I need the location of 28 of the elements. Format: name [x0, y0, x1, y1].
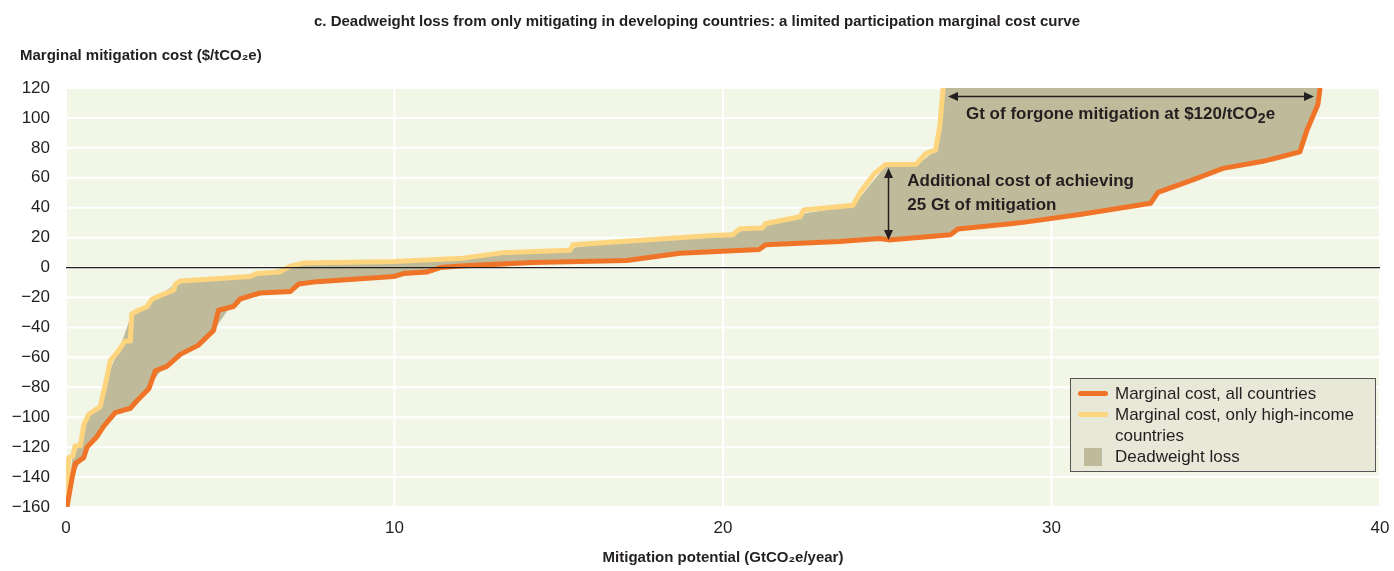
y-tick-label: 80: [31, 137, 50, 157]
y-tick-label: −100: [11, 406, 50, 426]
y-tick-label: −140: [11, 466, 50, 486]
x-tick-label: 20: [713, 517, 733, 537]
y-tick-label: 40: [31, 197, 50, 217]
x-tick-label: 0: [61, 517, 71, 537]
annotation: Gt of forgone mitigation at $120/tCO$_{2}$e: [966, 103, 1276, 129]
y-tick-label: −120: [11, 436, 50, 456]
y-tick-label: −40: [21, 317, 50, 337]
y-tick-label: 60: [31, 167, 50, 187]
y-tick-label: −160: [11, 496, 50, 516]
legend-label: Marginal cost, all countries: [1115, 383, 1317, 404]
y-tick-label: 100: [21, 107, 50, 127]
x-tick-label: 40: [1370, 517, 1390, 537]
y-axis-title: Marginal mitigation cost ($/tCO₂e): [20, 46, 262, 63]
legend-label: Marginal cost, only high-income countries: [1115, 404, 1356, 446]
annotation: Additional cost of achieving 25 Gt of mitigation: [907, 169, 1135, 216]
chart-title: c. Deadweight loss from only mitigating in developing countries: a limited participation marginal cost curve: [313, 12, 1081, 29]
y-tick-label: −60: [21, 347, 50, 367]
legend-label: Deadweight loss: [1115, 446, 1240, 467]
y-tick-label: −20: [21, 287, 50, 307]
y-tick-label: 0: [40, 257, 50, 277]
x-tick-label: 30: [1042, 517, 1061, 537]
x-tick-label: 10: [385, 517, 404, 537]
y-tick-label: 120: [21, 77, 50, 97]
y-tick-label: −80: [21, 376, 50, 396]
y-tick-label: 20: [31, 227, 50, 247]
x-axis-title: Mitigation potential (GtCO₂e/year): [601, 548, 845, 565]
